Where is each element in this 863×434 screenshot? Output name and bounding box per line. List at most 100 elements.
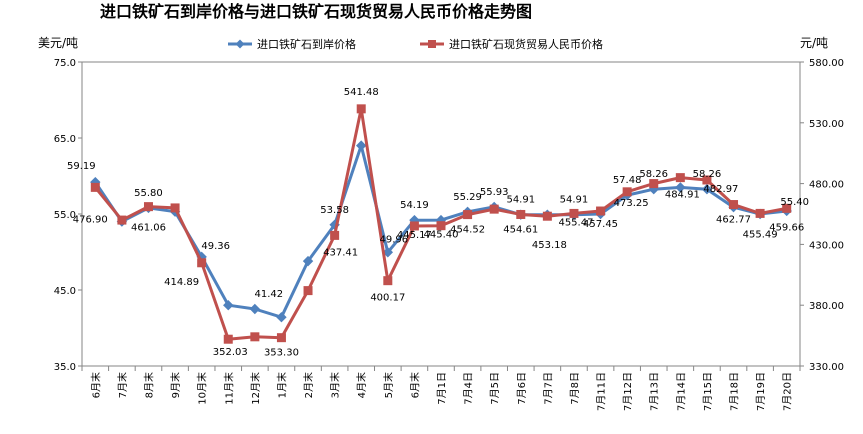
series-2-point bbox=[276, 333, 286, 343]
legend-marker-square bbox=[428, 40, 436, 48]
series-2-data-label: 484.91 bbox=[665, 190, 700, 201]
series-2-point bbox=[170, 203, 180, 213]
series-1-data-label: 54.91 bbox=[560, 195, 589, 206]
series-1-data-label: 54.19 bbox=[400, 200, 429, 211]
y-left-tick-label: 75.0 bbox=[54, 58, 76, 69]
series-2-point bbox=[489, 204, 499, 214]
series-2-point bbox=[250, 332, 260, 342]
series-2-data-label: 453.18 bbox=[532, 240, 567, 251]
series-1-data-label: 55.40 bbox=[780, 197, 809, 208]
x-tick-label: 8月末 bbox=[142, 372, 155, 398]
series-1-point bbox=[223, 299, 234, 311]
x-tick-label: 7月15日 bbox=[702, 372, 714, 411]
legend: 进口铁矿石到岸价格 进口铁矿石现货贸易人民币价格 bbox=[228, 37, 603, 51]
series-2-data-label: 454.52 bbox=[450, 225, 485, 236]
y-right-unit: 元/吨 bbox=[800, 36, 828, 50]
x-tick-label: 7月5日 bbox=[489, 372, 501, 405]
series-1-data-label: 49.36 bbox=[201, 241, 230, 252]
series-2-point bbox=[675, 173, 685, 183]
series-2-data-label: 353.30 bbox=[264, 348, 299, 359]
x-tick-label: 7月7日 bbox=[542, 372, 554, 405]
series-2-point bbox=[143, 202, 153, 212]
x-tick-label: 7月18日 bbox=[729, 372, 741, 411]
plot-area: 35.0 45.0 55.0 65.0 75.0 330.00 380.00 430.00 48… bbox=[54, 58, 844, 411]
y-right-tick-label: 330.00 bbox=[809, 362, 844, 373]
series-2-point bbox=[223, 334, 233, 344]
series-2-point bbox=[782, 203, 792, 213]
y-left-tick-label: 45.0 bbox=[54, 286, 76, 297]
x-tick-label: 7月14日 bbox=[675, 372, 687, 411]
series-2-data-label: 400.17 bbox=[370, 293, 405, 304]
series-1-point bbox=[249, 303, 261, 315]
y-left-unit: 美元/吨 bbox=[38, 36, 78, 50]
series-1-data-label: 57.48 bbox=[613, 175, 642, 186]
legend-label: 进口铁矿石到岸价格 bbox=[257, 37, 356, 51]
y-right-tick-label: 530.00 bbox=[809, 119, 844, 130]
x-tick-label: 7月1日 bbox=[436, 372, 448, 405]
series-1-data-label: 49.96 bbox=[379, 234, 408, 245]
series-2-data-label: 455.49 bbox=[743, 229, 778, 240]
y-right-tick-label: 380.00 bbox=[809, 301, 844, 312]
series-2-point bbox=[303, 286, 313, 296]
series-2-point bbox=[702, 175, 712, 185]
x-tick-label: 2月末 bbox=[302, 372, 315, 398]
series-1-data-label: 55.93 bbox=[480, 187, 509, 198]
series-2-data-label: 455.47 bbox=[558, 217, 593, 228]
series-2-point bbox=[596, 206, 606, 216]
series-2-point bbox=[117, 215, 127, 225]
series-1-point bbox=[701, 184, 713, 195]
x-tick-label: 9月末 bbox=[169, 372, 182, 398]
x-tick-label: 7月8日 bbox=[569, 372, 581, 405]
legend-label: 进口铁矿石现货贸易人民币价格 bbox=[449, 37, 603, 51]
series-2-data-label: 457.45 bbox=[583, 219, 618, 230]
series-2-point bbox=[622, 187, 632, 197]
x-tick-label: 6月末 bbox=[408, 372, 421, 398]
series-2-point bbox=[383, 276, 393, 286]
x-tick-label: 7月4日 bbox=[463, 372, 475, 405]
series-2-point bbox=[463, 210, 473, 220]
series-1-data-label: 53.58 bbox=[320, 205, 349, 216]
series-1-point bbox=[302, 255, 314, 267]
series-2-point bbox=[409, 221, 419, 231]
series-2-point bbox=[755, 208, 765, 218]
x-tick-label: 6月末 bbox=[89, 372, 102, 398]
x-tick-label: 7月11日 bbox=[596, 372, 608, 411]
series-2-point bbox=[542, 211, 552, 221]
series-1-point bbox=[356, 140, 367, 151]
series-1-data-label: 58.26 bbox=[639, 169, 668, 180]
x-tick-label: 10月末 bbox=[196, 372, 209, 405]
y-left-tick-label: 55.0 bbox=[54, 210, 76, 221]
series-2-data-label: 482.97 bbox=[703, 184, 738, 195]
series-2-data-label: 437.41 bbox=[323, 247, 358, 258]
series-1-data-label: 41.42 bbox=[255, 289, 284, 300]
y-right-tick-label: 430.00 bbox=[809, 240, 844, 251]
x-tick-label: 7月20日 bbox=[782, 372, 794, 411]
series-2-point bbox=[356, 104, 366, 114]
series-2-data-label: 459.66 bbox=[769, 222, 804, 233]
x-tick-label: 3月末 bbox=[329, 372, 342, 398]
series-2-data-label: 541.48 bbox=[344, 87, 379, 98]
y-right-tick-label: 480.00 bbox=[809, 180, 844, 191]
series-1-point bbox=[675, 182, 686, 193]
series-1-data-label: 59.19 bbox=[67, 161, 96, 172]
legend-marker-diamond bbox=[235, 39, 245, 49]
x-tick-label: 7月末 bbox=[116, 372, 129, 398]
series-2-data-label: 476.90 bbox=[73, 214, 108, 225]
x-tick-label: 11月末 bbox=[222, 372, 235, 405]
series-2-point bbox=[649, 179, 659, 189]
y-left-tick-label: 65.0 bbox=[54, 134, 76, 145]
series-2-point bbox=[569, 208, 579, 218]
series-1-data-label: 55.80 bbox=[134, 188, 163, 199]
series-1-point bbox=[382, 247, 394, 258]
x-tick-label: 7月12日 bbox=[622, 372, 634, 411]
series-2-data-label: 461.06 bbox=[131, 223, 166, 234]
x-tick-label: 5月末 bbox=[382, 372, 395, 398]
series-2-point bbox=[330, 230, 340, 240]
series-2-data-label: 445.40 bbox=[424, 230, 459, 241]
y-right-tick-label: 580.00 bbox=[809, 58, 844, 69]
x-tick-label: 1月末 bbox=[275, 372, 288, 398]
series-1-data-label: 58.26 bbox=[693, 169, 722, 180]
series-2-point bbox=[516, 209, 526, 219]
x-tick-label: 4月末 bbox=[355, 372, 368, 398]
series-2-point bbox=[90, 182, 100, 192]
